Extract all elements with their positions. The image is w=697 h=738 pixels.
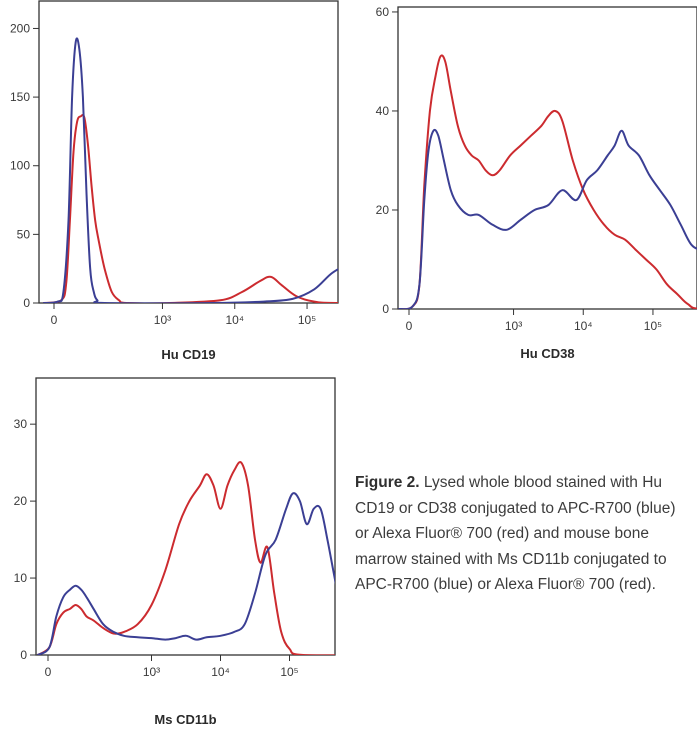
y-tick-label: 0	[382, 302, 389, 316]
y-tick-label: 10	[14, 571, 28, 585]
plot-frame	[35, 377, 336, 656]
plot-frame	[38, 0, 339, 304]
y-tick-label: 200	[10, 21, 30, 35]
y-tick-label: 50	[17, 227, 31, 241]
y-tick-label: 20	[14, 494, 28, 508]
figure-caption: Figure 2. Lysed whole blood stained with…	[355, 470, 690, 598]
y-tick-label: 40	[376, 104, 390, 118]
x-axis-title: Hu CD38	[520, 346, 574, 361]
y-tick-label: 30	[14, 417, 28, 431]
caption-lead: Figure 2.	[355, 474, 420, 491]
chart-hu-cd19: 0 50 100 150 200 0 10³ 10⁴ 10⁵ Hu CD19	[10, 0, 339, 362]
plot-frame	[397, 6, 697, 310]
y-tick-label: 150	[10, 90, 30, 104]
x-tick-label: 10³	[154, 313, 171, 327]
x-tick-label: 10³	[143, 665, 160, 679]
x-axis-title: Ms CD11b	[154, 712, 216, 727]
series-line-red	[43, 113, 338, 303]
chart-ms-cd11b: 0 10 20 30 0 10³ 10⁴ 10⁵ Ms CD11b	[14, 377, 336, 727]
x-tick-label: 10³	[505, 319, 522, 333]
series-line-blue	[398, 128, 697, 309]
x-tick-label: 10⁴	[574, 319, 593, 333]
caption-text: Lysed whole blood stained with Hu CD19 o…	[355, 474, 676, 593]
x-tick-label: 10⁴	[211, 665, 230, 679]
series-line-blue	[43, 37, 338, 303]
chart-hu-cd38: 0 20 40 60 0 10³ 10⁴ 10⁵ Hu CD38	[376, 5, 697, 361]
series-line-blue	[37, 492, 335, 655]
x-tick-label: 10⁵	[280, 665, 298, 679]
series-line-red	[398, 54, 697, 309]
x-tick-label: 0	[51, 313, 58, 327]
x-axis-title: Hu CD19	[161, 347, 215, 362]
y-tick-label: 100	[10, 159, 30, 173]
y-tick-label: 0	[23, 296, 30, 310]
y-tick-label: 60	[376, 5, 390, 19]
x-tick-label: 0	[406, 319, 413, 333]
x-tick-label: 0	[45, 665, 52, 679]
x-tick-label: 10⁵	[644, 319, 662, 333]
y-tick-label: 20	[376, 203, 390, 217]
x-tick-label: 10⁴	[225, 313, 244, 327]
series-line-red	[37, 461, 335, 655]
y-tick-label: 0	[20, 648, 27, 662]
x-tick-label: 10⁵	[298, 313, 316, 327]
